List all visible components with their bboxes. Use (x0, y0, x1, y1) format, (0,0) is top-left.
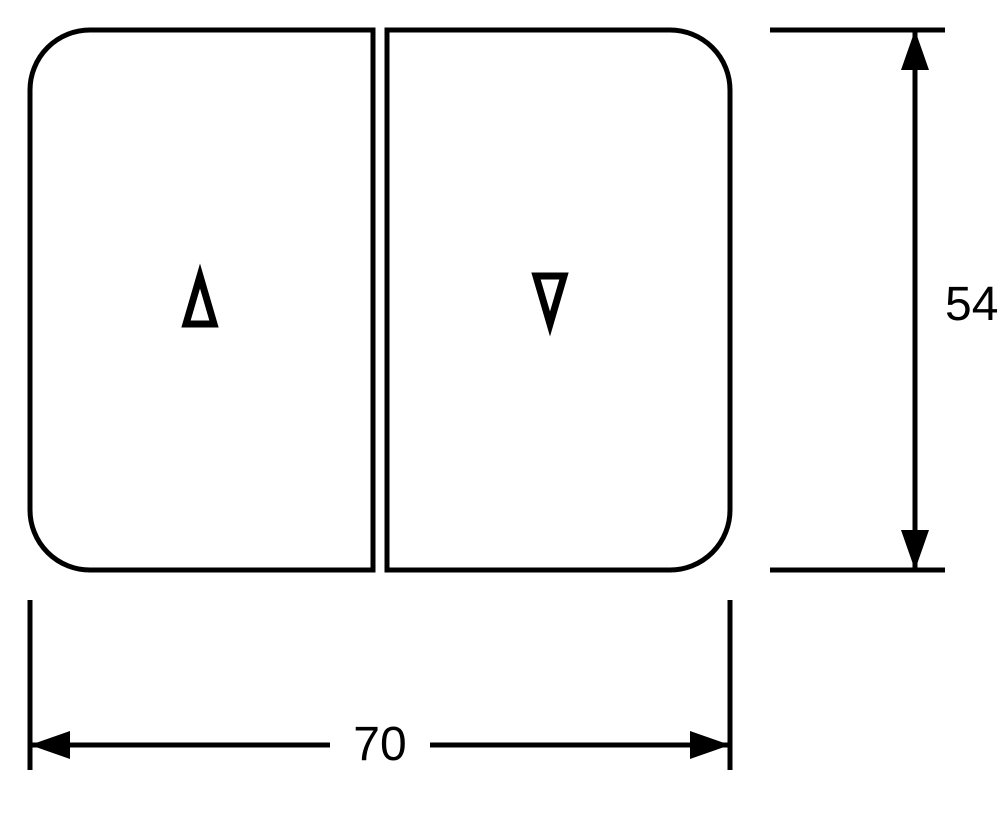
diagram-svg: 70 54 (0, 0, 1000, 827)
arrowhead-left-icon (30, 731, 70, 759)
arrowhead-down-icon (901, 530, 929, 570)
arrowhead-up-icon (901, 30, 929, 70)
down-triangle-icon (536, 276, 564, 324)
dim-height-value: 54 (945, 278, 998, 331)
dim-width-value: 70 (353, 718, 406, 771)
up-triangle-icon (186, 276, 214, 324)
arrowhead-right-icon (690, 731, 730, 759)
diagram-canvas: 70 54 (0, 0, 1000, 827)
rocker-left (30, 30, 373, 570)
